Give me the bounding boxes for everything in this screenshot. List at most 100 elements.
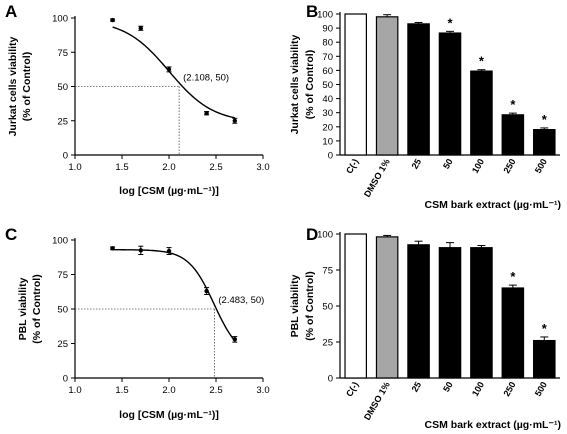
x-axis-label: log [CSM (µg·mL⁻¹)] [119, 185, 219, 197]
y-axis-label: Jurkat cells viability [289, 34, 301, 134]
bar [375, 16, 399, 156]
y-tick-label: 20 [322, 122, 333, 133]
data-point [232, 118, 237, 123]
y-tick-label: 0 [63, 151, 68, 162]
y-tick-label: 80 [322, 38, 333, 49]
x-tick-label: 2.5 [209, 385, 222, 396]
bar [501, 114, 525, 156]
y-axis-label: PBL viability [289, 274, 301, 337]
y-tick-label: 25 [57, 116, 68, 127]
annotation-label: (2.483, 50) [218, 295, 264, 306]
x-tick-label: 2.0 [162, 385, 175, 396]
x-tick-label: 2.5 [209, 162, 222, 173]
x-axis-label: CSM bark extract (µg·mL⁻¹) [425, 419, 561, 431]
x-tick-label: 1.5 [115, 385, 128, 396]
panel-letter: A [5, 2, 17, 21]
y-tick-label: 90 [322, 24, 333, 35]
y-tick-label: 40 [322, 94, 333, 105]
data-point [204, 111, 209, 116]
bar [470, 247, 493, 379]
category-label: 50 [441, 157, 455, 171]
x-tick-label: 2.0 [162, 162, 175, 173]
x-axis-label: log [CSM (µg·mL⁻¹)] [119, 409, 219, 421]
y-tick-label: 0 [63, 374, 68, 385]
panel-d-bar-chart-pbl: D PBL viability (% of Control) 0 25 50 75 100 C(… [289, 225, 561, 431]
panel-c-dose-response-pbl: C PBL viability (% of Control) 0 25 50 75 100 1.… [5, 225, 270, 421]
category-label: 100 [470, 380, 486, 398]
data-point [110, 246, 115, 251]
category-label: 250 [501, 380, 517, 398]
bar [501, 287, 525, 379]
panel-letter: C [5, 225, 17, 244]
fit-curve [112, 249, 236, 342]
panel-letter: B [306, 2, 318, 21]
y-tick-label: 60 [322, 66, 333, 77]
y-tick-label: 100 [52, 14, 68, 25]
category-label: 100 [470, 157, 486, 175]
significance-star: * [447, 15, 453, 30]
category-label: C(-) [344, 380, 360, 398]
x-tick-label: 3.0 [256, 385, 269, 396]
y-tick-label: 75 [57, 270, 68, 281]
y-tick-label: 10 [322, 136, 333, 147]
category-label: DMSO 1% [362, 157, 392, 199]
y-tick-label: 75 [57, 48, 68, 59]
y-tick-label: 0 [328, 151, 333, 162]
y-tick-label: 100 [317, 230, 333, 241]
y-axis-label: Jurkat cells viability [7, 36, 19, 136]
category-label: 250 [501, 157, 517, 175]
category-label: 25 [410, 380, 424, 394]
y-tick-label: 0 [328, 374, 333, 385]
y-tick-label: 50 [322, 302, 333, 313]
y-tick-label: 100 [317, 10, 333, 21]
significance-star: * [510, 269, 516, 284]
data-point [110, 17, 115, 23]
bar [532, 339, 556, 379]
x-tick-label: 1.0 [68, 385, 81, 396]
y-tick-label: 30 [322, 108, 333, 119]
data-point [166, 67, 172, 72]
bar [407, 23, 430, 156]
y-tick-label: 100 [52, 236, 68, 247]
panel-a-dose-response-jurkat: A Jurkat cells viability (% of Control) 0 25… [5, 2, 270, 197]
category-label: C(-) [344, 157, 360, 175]
category-label: 500 [533, 157, 549, 175]
bar [344, 233, 367, 379]
data-point [138, 248, 143, 253]
fit-curve [112, 26, 235, 119]
bar [438, 32, 462, 156]
bar [438, 247, 462, 379]
bar [344, 13, 367, 156]
panel-letter: D [306, 225, 318, 244]
category-label: 50 [441, 380, 455, 394]
data-point [232, 337, 237, 342]
y-axis-label: (% of Control) [304, 271, 316, 340]
bar [532, 129, 556, 156]
y-axis-label: PBL viability [17, 277, 29, 340]
significance-star: * [510, 97, 516, 112]
y-tick-label: 50 [322, 80, 333, 91]
data-point [138, 26, 143, 31]
data-point [204, 288, 209, 294]
x-axis-label: CSM bark extract (µg·mL⁻¹) [425, 199, 561, 211]
significance-star: * [479, 54, 485, 69]
x-tick-label: 1.0 [68, 162, 81, 173]
bar [470, 70, 493, 156]
y-axis-label: (% of Control) [21, 52, 33, 121]
y-tick-label: 50 [57, 305, 68, 316]
y-tick-label: 25 [322, 338, 333, 349]
y-axis-label: (% of Control) [31, 274, 43, 343]
y-tick-label: 75 [322, 266, 333, 277]
y-tick-label: 25 [57, 339, 68, 350]
y-tick-label: 70 [322, 52, 333, 63]
category-label: DMSO 1% [362, 380, 392, 422]
significance-star: * [542, 321, 548, 336]
data-point [166, 248, 172, 254]
annotation-label: (2.108, 50) [183, 73, 229, 84]
y-axis-label: (% of Control) [304, 50, 316, 119]
significance-star: * [542, 112, 548, 127]
x-tick-label: 3.0 [256, 162, 269, 173]
x-tick-label: 1.5 [115, 162, 128, 173]
category-label: 500 [533, 380, 549, 398]
category-label: 25 [410, 157, 424, 171]
